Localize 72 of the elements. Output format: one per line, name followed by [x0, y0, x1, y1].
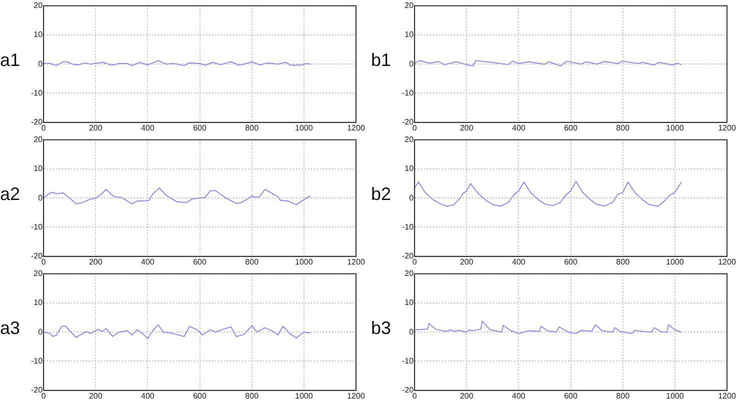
x-tick-label: 1200 [347, 123, 366, 132]
y-tick-label: -10 [402, 88, 414, 98]
x-tick-label: 600 [193, 257, 207, 266]
x-tick-label: 800 [616, 257, 630, 266]
x-tick-label: 200 [88, 391, 103, 400]
y-tick-label: -20 [31, 118, 44, 127]
x-tick-label: 600 [193, 123, 207, 132]
x-tick-label: 400 [141, 257, 155, 266]
y-tick-label: 20 [34, 135, 44, 144]
text: b3 [371, 318, 392, 339]
y-tick-label: -10 [31, 88, 44, 98]
text: a2 [0, 184, 20, 205]
y-tick-label: -10 [31, 222, 44, 232]
x-tick-label: 200 [88, 123, 103, 132]
x-tick-label: 800 [616, 391, 630, 400]
x-tick-label: 400 [512, 391, 526, 400]
x-tick-label: 200 [460, 257, 474, 266]
x-tick-label: 1000 [666, 391, 684, 400]
x-tick-label: 800 [245, 391, 260, 400]
x-tick-label: 1000 [666, 257, 684, 266]
y-tick-label: 0 [38, 327, 44, 336]
y-tick-label: 20 [404, 269, 414, 278]
x-tick-label: 1200 [718, 391, 736, 400]
text: a3 [0, 318, 20, 339]
x-tick-label: 400 [141, 123, 155, 132]
text: b1 [371, 50, 392, 71]
y-tick-label: 0 [38, 59, 44, 68]
x-tick-label: 600 [564, 123, 578, 132]
y-tick-label: 10 [34, 164, 44, 174]
y-tick-label: 20 [404, 135, 414, 144]
x-tick-label: 1000 [666, 123, 684, 132]
y-tick-label: -20 [31, 252, 44, 261]
x-tick-label: 200 [460, 123, 474, 132]
x-tick-label: 1200 [347, 257, 366, 266]
y-tick-label: 20 [34, 269, 44, 278]
x-tick-label: 600 [564, 257, 578, 266]
x-tick-label: 400 [141, 391, 155, 400]
y-tick-label: -20 [402, 386, 414, 395]
y-tick-label: -10 [402, 356, 414, 366]
text: b2 [371, 184, 392, 205]
y-tick-label: 0 [409, 59, 414, 68]
x-tick-label: 600 [564, 391, 578, 400]
y-tick-label: 0 [409, 327, 414, 336]
x-tick-label: 1200 [718, 257, 736, 266]
x-tick-label: 200 [460, 391, 474, 400]
y-tick-label: -10 [402, 222, 414, 232]
y-tick-label: -10 [31, 356, 44, 366]
x-tick-label: 1000 [295, 257, 314, 266]
y-tick-label: -20 [402, 118, 414, 127]
y-tick-label: 0 [409, 193, 414, 202]
y-tick-label: 20 [404, 1, 414, 10]
y-tick-label: 10 [34, 30, 44, 40]
x-tick-label: 1000 [295, 123, 314, 132]
x-tick-label: 1000 [295, 391, 314, 400]
x-tick-label: 800 [245, 257, 260, 266]
y-tick-label: 0 [38, 193, 44, 202]
x-tick-label: 400 [512, 123, 526, 132]
y-tick-label: 10 [404, 30, 414, 40]
x-tick-label: 600 [193, 391, 207, 400]
x-tick-label: 1200 [347, 391, 366, 400]
y-tick-label: 10 [404, 298, 414, 308]
y-tick-label: 10 [404, 164, 414, 174]
y-tick-label: -20 [402, 252, 414, 261]
y-tick-label: 20 [34, 1, 44, 10]
x-tick-label: 800 [616, 123, 630, 132]
y-tick-label: 10 [34, 298, 44, 308]
x-tick-label: 200 [88, 257, 103, 266]
text: a1 [0, 50, 20, 71]
x-tick-label: 400 [512, 257, 526, 266]
x-tick-label: 800 [245, 123, 260, 132]
x-tick-label: 1200 [718, 123, 736, 132]
y-tick-label: -20 [31, 386, 44, 395]
